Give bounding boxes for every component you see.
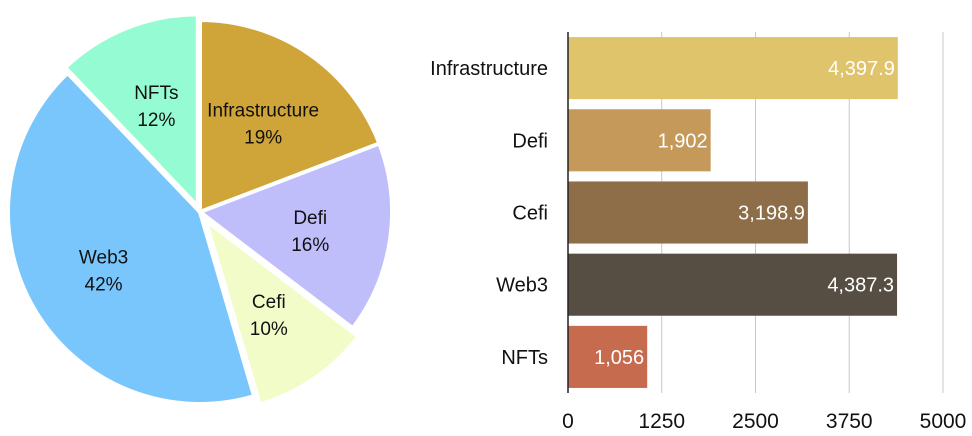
category-label: Infrastructure bbox=[430, 58, 548, 80]
x-tick-label: 3750 bbox=[826, 410, 873, 433]
bar-infrastructure bbox=[568, 37, 898, 100]
pie-slice-label: Defi bbox=[293, 208, 327, 229]
bar-value-label: 3,198.9 bbox=[738, 203, 805, 225]
x-tick-label: 1250 bbox=[638, 410, 685, 433]
pie-slice-web3 bbox=[6, 71, 257, 406]
category-label: Defi bbox=[512, 130, 548, 152]
x-tick-label: 5000 bbox=[920, 410, 967, 433]
pie-slice-label: Infrastructure bbox=[207, 100, 319, 121]
pie-slice-label: NFTs bbox=[134, 83, 178, 104]
pie-slice-infrastructure bbox=[198, 18, 382, 214]
category-label: NFTs bbox=[501, 347, 548, 369]
bar-value-label: 1,902 bbox=[658, 130, 708, 152]
bar-value-label: 4,397.9 bbox=[828, 58, 895, 80]
pie-chart: Infrastructure 19% Defi 16% Cefi 10% Web3 42% NF… bbox=[6, 12, 394, 407]
pie-slice-percent: 19% bbox=[244, 127, 282, 148]
x-tick-label: 2500 bbox=[732, 410, 779, 433]
pie-slice-nfts bbox=[63, 12, 200, 209]
pie-slice-defi bbox=[198, 141, 394, 331]
pie-slice-label: Web3 bbox=[79, 248, 128, 269]
bar-value-label: 4,387.3 bbox=[827, 275, 894, 297]
pie-slice-percent: 12% bbox=[137, 110, 175, 131]
pie-slice-percent: 10% bbox=[250, 319, 288, 340]
category-label: Cefi bbox=[512, 203, 548, 225]
bar-nfts bbox=[568, 325, 648, 388]
bar-web3 bbox=[568, 253, 898, 316]
bar-cefi bbox=[568, 181, 808, 244]
pie-slice-percent: 16% bbox=[291, 235, 329, 256]
bar-defi bbox=[568, 109, 711, 172]
x-tick-label: 0 bbox=[562, 410, 574, 433]
pie-slice-cefi bbox=[203, 218, 361, 407]
pie-slice-label: Cefi bbox=[252, 292, 286, 313]
pie-slice-percent: 42% bbox=[85, 275, 123, 296]
bar-value-label: 1,056 bbox=[594, 347, 644, 369]
bar-chart: 4,397.9 Infrastructure 1,902 Defi 3,198.9 Cef… bbox=[430, 32, 967, 433]
category-label: Web3 bbox=[496, 275, 548, 297]
